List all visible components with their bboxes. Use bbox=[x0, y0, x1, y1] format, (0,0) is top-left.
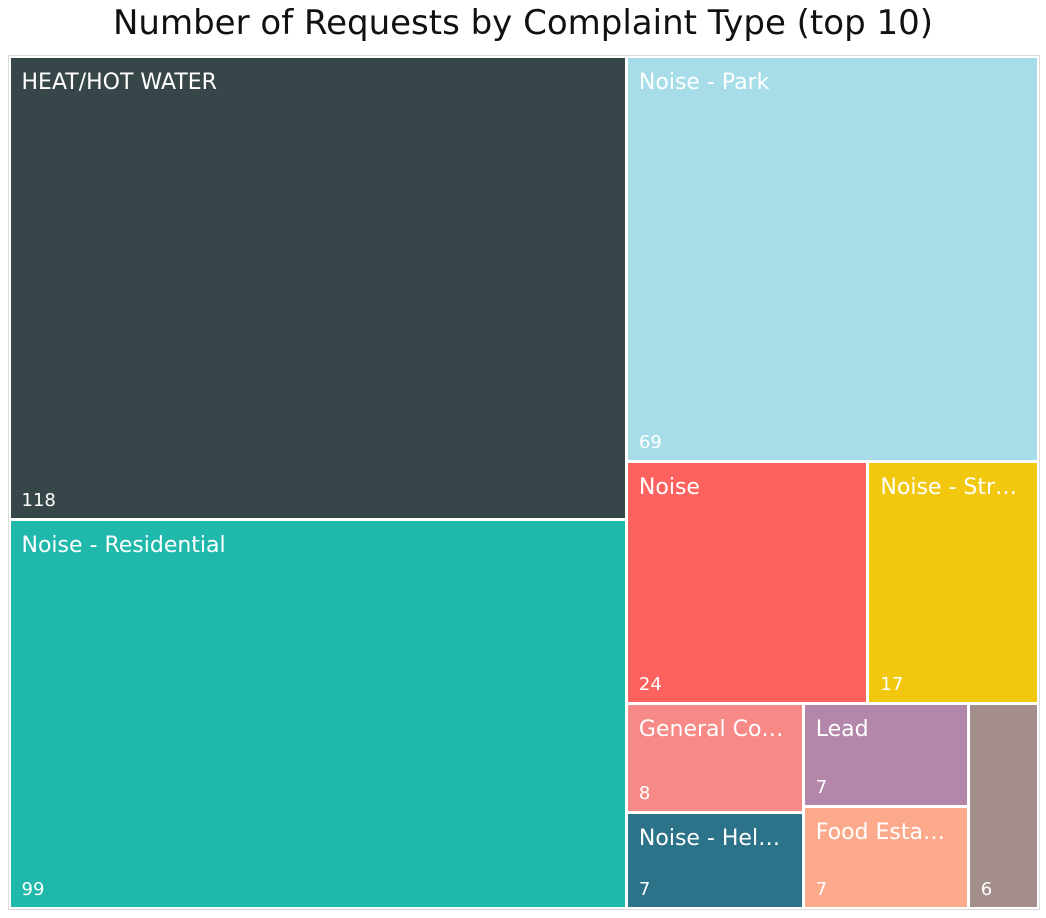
tile-value: 17 bbox=[880, 673, 904, 695]
tile-value: 6 bbox=[980, 879, 993, 901]
tile-value: 7 bbox=[815, 776, 828, 798]
treemap-tile-food-establishment[interactable]: Food Esta… 7 bbox=[804, 807, 967, 908]
tile-value: 99 bbox=[21, 879, 45, 901]
tile-value: 7 bbox=[638, 879, 651, 901]
tile-value: 118 bbox=[21, 490, 56, 512]
tile-label: Noise - Park bbox=[638, 69, 770, 95]
treemap-tile-noise-residential[interactable]: Noise - Residential 99 bbox=[10, 521, 625, 908]
treemap-tile-general-construction[interactable]: General Co… 8 bbox=[627, 704, 802, 812]
treemap-area: HEAT/HOT WATER 118 Noise - Residential 99 No… bbox=[8, 55, 1040, 910]
tile-label: Noise - Str… bbox=[880, 475, 1018, 501]
treemap-tile-heat-hot-water[interactable]: HEAT/HOT WATER 118 bbox=[10, 57, 625, 519]
tile-label: Noise bbox=[638, 475, 700, 501]
tile-label: Noise - Residential bbox=[21, 533, 226, 559]
treemap-tile-noise-park[interactable]: Noise - Park 69 bbox=[627, 57, 1038, 461]
chart-title: Number of Requests by Complaint Type (to… bbox=[113, 3, 933, 43]
tile-label: General Co… bbox=[638, 716, 784, 742]
treemap-tile-lead[interactable]: Lead 7 bbox=[804, 704, 967, 805]
tile-label: HEAT/HOT WATER bbox=[21, 69, 217, 95]
tile-label: Lead bbox=[815, 716, 869, 742]
tile-label: Food Esta… bbox=[815, 819, 945, 845]
treemap-tile-noise-street-sidewalk[interactable]: Noise - Str… 17 bbox=[869, 463, 1038, 702]
tile-label: Noise - Hel… bbox=[638, 826, 781, 852]
treemap-tile-noise[interactable]: Noise 24 bbox=[627, 463, 867, 702]
tile-value: 69 bbox=[638, 432, 662, 454]
tile-value: 7 bbox=[815, 879, 828, 901]
treemap-tile-other[interactable]: 6 bbox=[969, 704, 1038, 908]
treemap-tile-noise-helicopter[interactable]: Noise - Hel… 7 bbox=[627, 814, 802, 908]
tile-value: 24 bbox=[638, 673, 662, 695]
tile-value: 8 bbox=[638, 783, 651, 805]
